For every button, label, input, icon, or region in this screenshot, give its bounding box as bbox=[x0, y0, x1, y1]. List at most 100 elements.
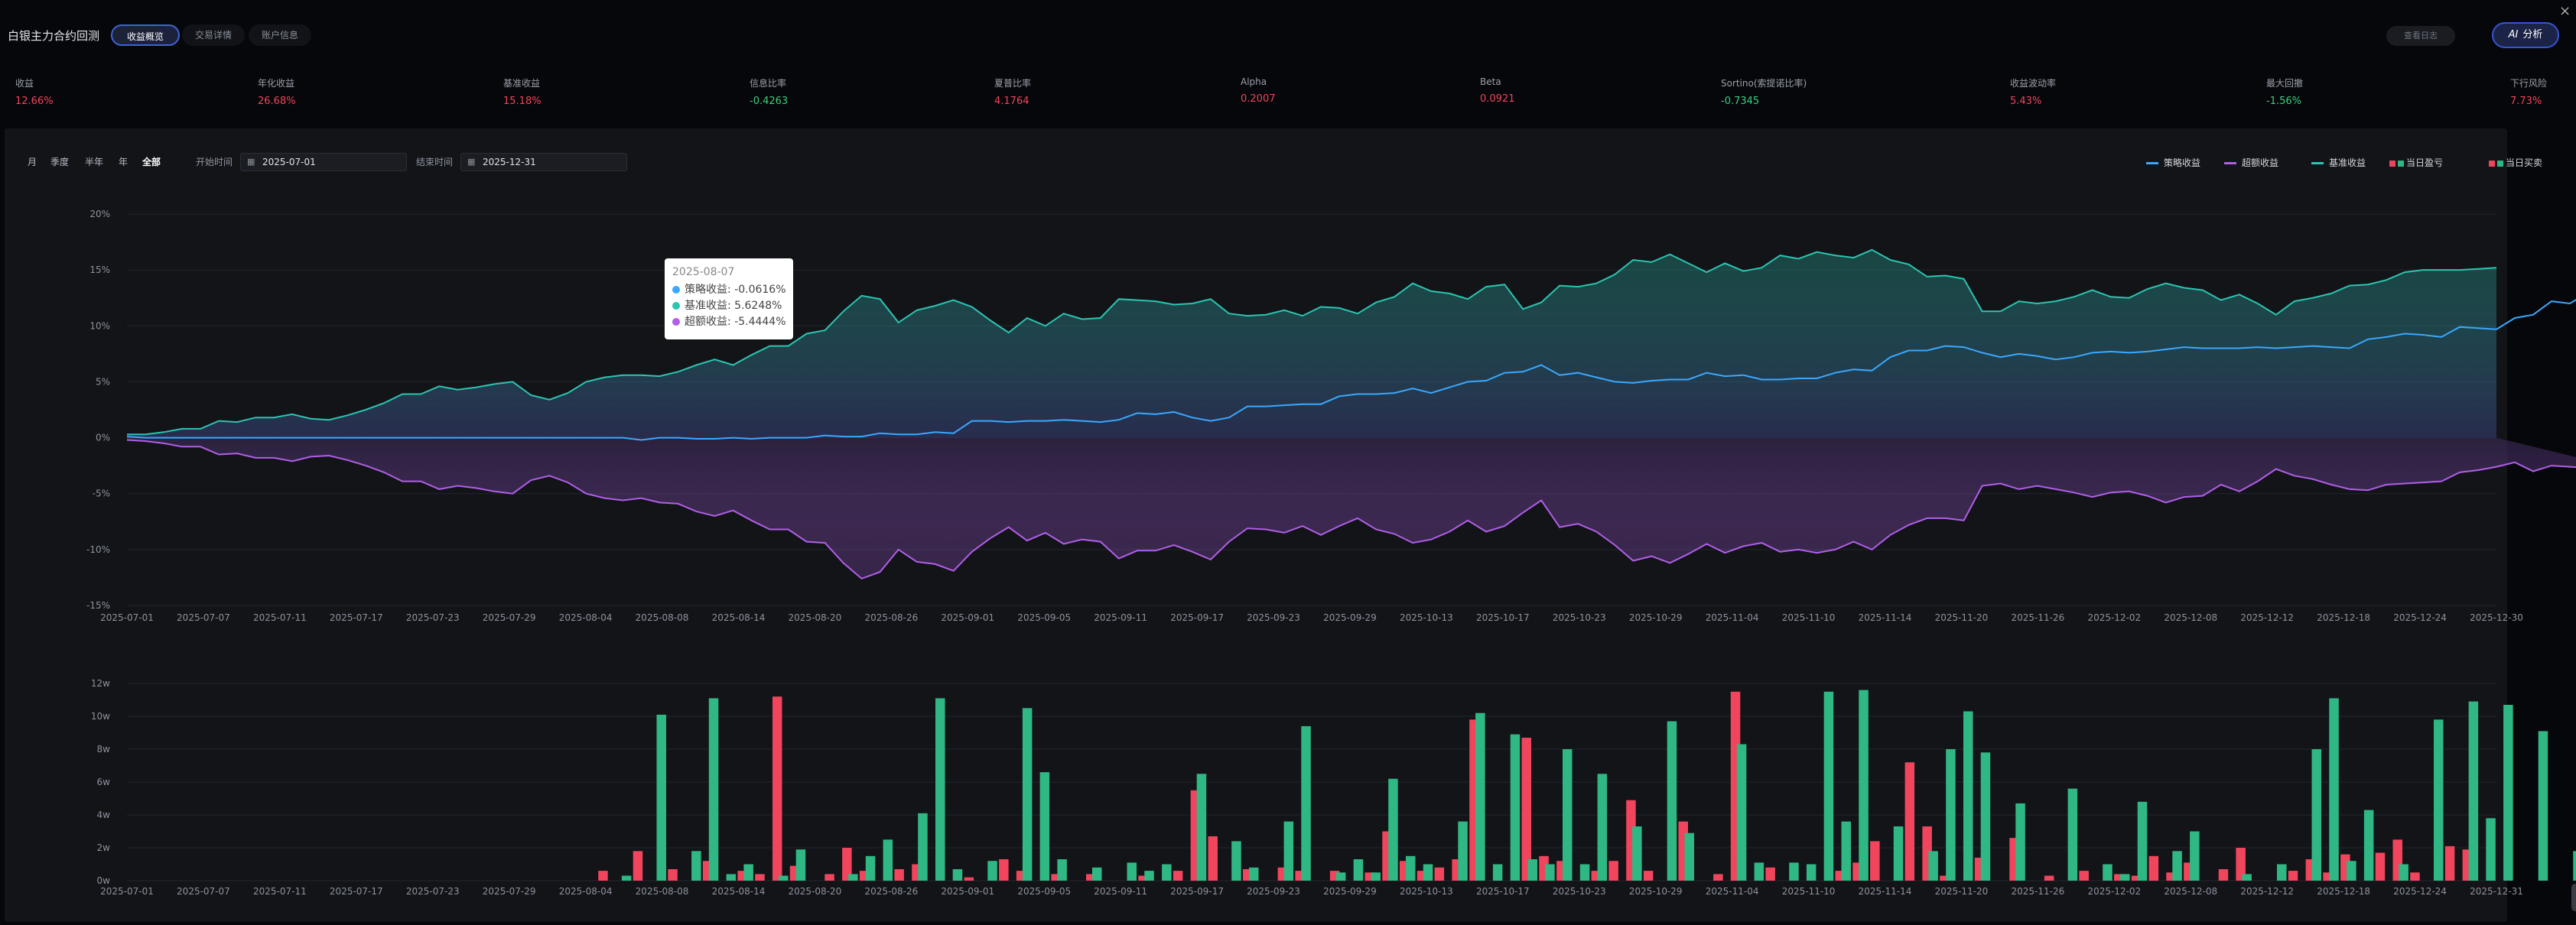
trade-bar[interactable] bbox=[2399, 864, 2408, 881]
trade-bar[interactable] bbox=[1579, 864, 1590, 881]
trade-bar[interactable] bbox=[1371, 872, 1381, 881]
pnl-bar[interactable] bbox=[2236, 848, 2246, 881]
pnl-bar[interactable] bbox=[825, 874, 834, 881]
pnl-bar[interactable] bbox=[1643, 871, 1654, 881]
trade-bar[interactable] bbox=[779, 875, 789, 881]
trade-bar[interactable] bbox=[621, 875, 632, 881]
trade-bar[interactable] bbox=[1928, 851, 1938, 881]
pnl-bar[interactable] bbox=[755, 874, 765, 881]
trade-bar[interactable] bbox=[987, 861, 997, 881]
trade-bar[interactable] bbox=[1545, 864, 1555, 881]
pnl-bar[interactable] bbox=[1434, 867, 1445, 881]
trade-bar[interactable] bbox=[1162, 864, 1172, 881]
pnl-bar[interactable] bbox=[2044, 875, 2054, 881]
trade-bar[interactable] bbox=[918, 813, 928, 881]
range-month-button[interactable]: 月 bbox=[28, 157, 37, 167]
pnl-bar[interactable] bbox=[2218, 869, 2229, 881]
pnl-bar[interactable] bbox=[2375, 852, 2386, 881]
trade-bar[interactable] bbox=[1249, 867, 1259, 881]
pnl-bar[interactable] bbox=[1208, 836, 1218, 881]
series-line-0[interactable] bbox=[127, 248, 2497, 436]
pnl-bar[interactable] bbox=[894, 869, 904, 881]
trade-bar[interactable] bbox=[2311, 749, 2322, 881]
legend-item-4[interactable]: 当日买卖 bbox=[2489, 156, 2542, 169]
pnl-bar[interactable] bbox=[2131, 875, 2142, 881]
trade-bar[interactable] bbox=[1388, 778, 1398, 881]
trade-bar[interactable] bbox=[1423, 864, 1433, 881]
trade-bar[interactable] bbox=[726, 874, 737, 881]
trade-bar[interactable] bbox=[1980, 752, 1991, 881]
pnl-bar[interactable] bbox=[1870, 841, 1880, 881]
trade-bar[interactable] bbox=[1597, 774, 1608, 881]
pnl-bar[interactable] bbox=[964, 877, 974, 881]
trade-bar[interactable] bbox=[691, 851, 701, 881]
trade-bar[interactable] bbox=[2329, 698, 2339, 881]
pnl-bar[interactable] bbox=[842, 848, 852, 881]
trade-bar[interactable] bbox=[1806, 864, 1817, 881]
trade-bar[interactable] bbox=[656, 714, 667, 881]
pnl-bar[interactable] bbox=[633, 851, 643, 881]
view-log-button[interactable]: 查看日志 bbox=[2386, 26, 2455, 46]
trade-bar[interactable] bbox=[952, 869, 963, 881]
pnl-bar[interactable] bbox=[668, 869, 678, 881]
pnl-bar[interactable] bbox=[1713, 874, 1723, 881]
legend-item-1[interactable]: 超额收益 bbox=[2224, 156, 2278, 169]
trade-bar[interactable] bbox=[1736, 744, 1747, 881]
range-all-button[interactable]: 全部 bbox=[142, 157, 161, 167]
trade-bar[interactable] bbox=[1057, 859, 1067, 881]
pnl-bar[interactable] bbox=[2323, 872, 2333, 881]
trade-bar[interactable] bbox=[2573, 851, 2576, 881]
trade-bar[interactable] bbox=[743, 864, 753, 881]
trade-bar[interactable] bbox=[1946, 749, 1956, 881]
series-line-1[interactable] bbox=[126, 292, 2576, 441]
range-halfyear-button[interactable]: 半年 bbox=[85, 157, 104, 167]
pnl-bar[interactable] bbox=[1364, 872, 1375, 881]
trade-bar[interactable] bbox=[2103, 864, 2113, 881]
pnl-bar[interactable] bbox=[598, 871, 608, 881]
trade-bar[interactable] bbox=[2363, 810, 2374, 881]
trade-bar[interactable] bbox=[2172, 851, 2182, 881]
trade-bar[interactable] bbox=[1092, 867, 1102, 881]
trade-bar[interactable] bbox=[1893, 826, 1904, 881]
trade-bar[interactable] bbox=[2434, 719, 2444, 881]
pnl-bar[interactable] bbox=[1051, 874, 1061, 881]
trade-bar[interactable] bbox=[1563, 749, 1573, 881]
trade-bar[interactable] bbox=[1022, 708, 1033, 881]
trade-bar[interactable] bbox=[708, 698, 719, 881]
trade-bar[interactable] bbox=[883, 839, 893, 881]
trade-bar[interactable] bbox=[865, 855, 876, 881]
trade-bar[interactable] bbox=[1196, 774, 1207, 881]
pnl-bar[interactable] bbox=[1904, 762, 1915, 881]
trade-bar[interactable] bbox=[1144, 871, 1154, 881]
trade-bar[interactable] bbox=[1841, 821, 1852, 881]
pnl-bar[interactable] bbox=[1521, 738, 1532, 881]
trade-bar[interactable] bbox=[1510, 734, 1521, 881]
trade-bar[interactable] bbox=[1823, 691, 1834, 881]
trade-bar[interactable] bbox=[2242, 874, 2252, 881]
trade-bar[interactable] bbox=[2137, 801, 2148, 881]
pnl-bar[interactable] bbox=[1086, 874, 1096, 881]
series-line-2[interactable] bbox=[126, 439, 2576, 580]
trade-bar[interactable] bbox=[2347, 861, 2356, 881]
trade-bar[interactable] bbox=[2468, 701, 2479, 881]
pnl-bar[interactable] bbox=[2444, 845, 2455, 881]
pnl-bar[interactable] bbox=[2166, 872, 2176, 881]
trade-bar[interactable] bbox=[2190, 831, 2200, 881]
tab-account-info[interactable]: 账户信息 bbox=[249, 24, 311, 46]
pnl-bar[interactable] bbox=[1173, 871, 1183, 881]
pnl-bar[interactable] bbox=[1608, 861, 1618, 881]
range-quarter-button[interactable]: 季度 bbox=[50, 157, 70, 167]
trade-bar[interactable] bbox=[1754, 862, 1764, 881]
trade-bar[interactable] bbox=[1475, 712, 1485, 881]
trade-bar[interactable] bbox=[848, 874, 858, 881]
trade-bar[interactable] bbox=[2486, 818, 2496, 881]
trade-bar[interactable] bbox=[1859, 690, 1869, 881]
trade-bar[interactable] bbox=[2277, 864, 2287, 881]
trade-bar[interactable] bbox=[1527, 859, 1538, 881]
pnl-bar[interactable] bbox=[2114, 874, 2124, 881]
trade-bar[interactable] bbox=[1684, 832, 1695, 881]
pnl-bar[interactable] bbox=[2148, 855, 2159, 881]
trade-bar[interactable] bbox=[1492, 864, 1503, 881]
trade-bar[interactable] bbox=[2120, 874, 2130, 881]
trade-bar[interactable] bbox=[935, 698, 945, 881]
